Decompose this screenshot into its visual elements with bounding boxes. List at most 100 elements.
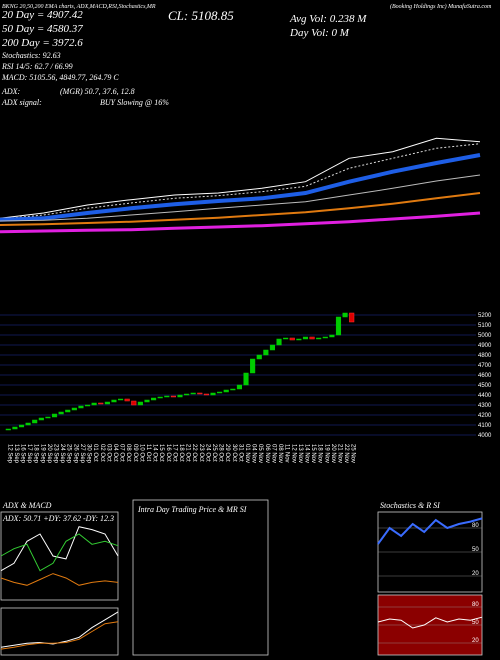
x-tick-label: 19 Sep <box>39 444 45 464</box>
day200: 200 Day = 3972.6 <box>2 37 83 49</box>
candle <box>197 392 203 395</box>
x-tick-label: 28 Oct <box>218 444 224 462</box>
y-tick-label: 50 <box>472 547 479 553</box>
candle <box>250 358 256 374</box>
x-tick-label: 08 Oct <box>125 444 131 462</box>
x-tick-label: 22 Nov <box>343 444 349 463</box>
x-tick-label: 21 Oct <box>185 444 191 462</box>
candle <box>217 391 223 394</box>
y-tick-label: 80 <box>472 523 479 529</box>
panel-subtitle: ADX: 50.71 +DY: 37.62 -DY: 12.3 <box>2 514 114 523</box>
y-tick-label: 4500 <box>478 383 492 389</box>
candle <box>329 334 335 338</box>
panel-title: ADX & MACD <box>2 501 52 510</box>
candle <box>243 372 249 386</box>
panel-border <box>0 607 119 656</box>
x-tick-label: 20 Nov <box>330 444 336 463</box>
y-tick-label: 4700 <box>478 363 492 369</box>
x-tick-label: 09 Oct <box>132 444 138 462</box>
x-tick-label: 05 Nov <box>257 444 263 463</box>
x-tick-label: 07 Oct <box>119 444 125 462</box>
x-tick-label: 24 Sep <box>59 444 65 464</box>
top-right: (Booking Holdings Inc) MunafaSutra.com <box>390 3 492 10</box>
y-tick-label: 4900 <box>478 343 492 349</box>
x-tick-label: 02 Oct <box>99 444 105 462</box>
candle <box>131 400 137 406</box>
x-tick-label: 14 Nov <box>303 444 309 463</box>
x-tick-label: 12 Nov <box>290 444 296 463</box>
candle <box>309 336 315 340</box>
candle <box>84 404 91 407</box>
x-tick-label: 04 Oct <box>112 444 118 462</box>
x-tick-label: 29 Oct <box>224 444 230 462</box>
x-tick-label: 11 Nov <box>284 444 290 463</box>
adx-signal: ADX signal: <box>1 98 42 107</box>
x-tick-label: 01 Nov <box>244 444 250 463</box>
day-vol: Day Vol: 0 M <box>289 27 350 39</box>
series-line <box>0 153 481 222</box>
y-tick-label: 5200 <box>478 313 492 319</box>
x-tick-label: 22 Oct <box>191 444 197 462</box>
series-line <box>0 621 119 650</box>
top-left: BKNG 20,50,200 EMA charts, ADX,MACD,RSI,… <box>2 4 156 10</box>
x-tick-label: 13 Sep <box>13 444 19 464</box>
x-tick-label: 12 Sep <box>6 444 12 464</box>
macd: MACD: 5105.56, 4849.77, 264.79 C <box>1 73 119 82</box>
x-tick-label: 03 Oct <box>105 444 111 462</box>
y-tick-label: 20 <box>472 571 479 577</box>
y-tick-label: 5000 <box>478 333 492 339</box>
y-tick-label: 4800 <box>478 353 492 359</box>
x-tick-label: 25 Sep <box>66 444 72 464</box>
avg-vol: Avg Vol: 0.238 M <box>289 13 367 25</box>
adx-val: (MGR) 50.7, 37.6, 12.8 <box>60 87 135 96</box>
series-line <box>0 526 119 572</box>
y-tick-label: 5100 <box>478 323 492 329</box>
candle <box>144 399 150 403</box>
candle <box>276 338 282 346</box>
candle <box>58 411 64 415</box>
y-tick-label: 50 <box>472 620 479 626</box>
x-tick-label: 18 Sep <box>33 444 39 464</box>
intraday-box <box>132 499 269 656</box>
candle <box>316 337 322 340</box>
candle <box>137 401 143 406</box>
x-tick-label: 17 Sep <box>26 444 32 464</box>
candle <box>38 417 44 421</box>
y-tick-label: 4000 <box>478 433 492 439</box>
series-line <box>0 573 119 586</box>
close: CL: 5108.85 <box>168 8 234 23</box>
candle <box>25 422 31 426</box>
x-tick-label: 14 Oct <box>152 444 158 462</box>
candle <box>118 398 124 401</box>
candle <box>151 397 157 401</box>
candle <box>98 402 104 405</box>
x-tick-label: 18 Nov <box>317 444 323 463</box>
day20: 20 Day = 4907.42 <box>2 9 83 21</box>
x-tick-label: 19 Nov <box>323 444 329 463</box>
x-tick-label: 11 Oct <box>145 444 151 462</box>
x-tick-label: 23 Oct <box>198 444 204 462</box>
candle <box>78 405 84 409</box>
candle <box>45 416 51 419</box>
candle <box>177 394 183 398</box>
x-tick-label: 30 Oct <box>231 444 237 462</box>
candle <box>223 389 229 393</box>
y-tick-label: 4600 <box>478 373 492 379</box>
candle <box>184 393 190 396</box>
x-tick-label: 17 Oct <box>171 444 177 462</box>
x-tick-label: 30 Sep <box>86 444 92 464</box>
x-tick-label: 27 Sep <box>79 444 85 464</box>
candle <box>335 316 342 336</box>
x-tick-label: 07 Nov <box>270 444 276 463</box>
candle <box>71 407 77 411</box>
candle <box>349 312 355 323</box>
candle <box>289 337 295 341</box>
candle <box>269 344 276 351</box>
signal: BUY Slowing @ 16% <box>100 98 169 107</box>
y-tick-label: 4400 <box>478 393 492 399</box>
y-tick-label: 80 <box>472 602 479 608</box>
candle <box>124 398 130 402</box>
x-tick-label: 26 Sep <box>72 444 78 464</box>
series-line <box>0 211 481 234</box>
intraday-title: Intra Day Trading Price & MR SI <box>137 505 247 514</box>
